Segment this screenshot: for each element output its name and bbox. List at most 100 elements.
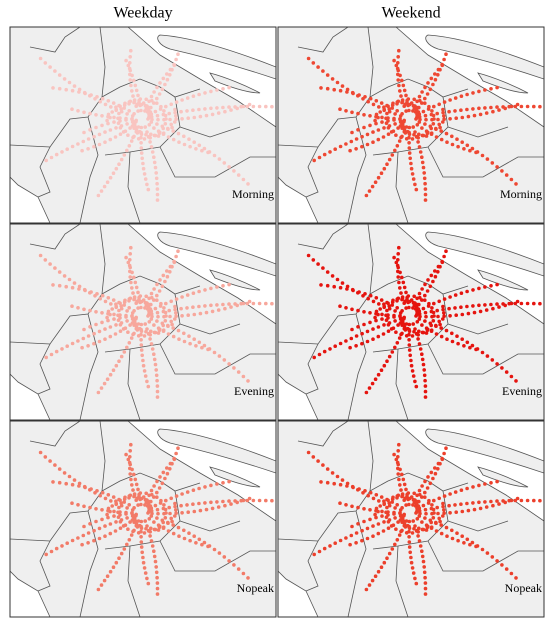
station-dot	[203, 91, 207, 95]
station-dot	[171, 326, 175, 330]
station-dot	[60, 150, 64, 154]
station-dot	[382, 502, 386, 507]
station-dot	[344, 339, 348, 343]
station-dot	[100, 320, 104, 325]
station-dot	[385, 359, 389, 363]
station-dot	[370, 578, 375, 583]
station-dot	[450, 134, 454, 139]
station-dot	[215, 303, 219, 307]
station-dot	[477, 286, 481, 291]
station-dot	[495, 499, 499, 503]
station-dot	[129, 280, 133, 285]
station-dot	[221, 302, 225, 307]
station-dot	[422, 373, 427, 378]
station-dot	[433, 471, 438, 476]
station-dot	[159, 301, 163, 306]
station-dot	[444, 525, 449, 530]
station-dot	[373, 377, 378, 381]
land	[278, 224, 544, 420]
station-dot	[374, 112, 379, 117]
station-dot	[423, 85, 427, 90]
station-dot	[415, 493, 419, 498]
station-dot	[128, 455, 132, 459]
station-dot	[456, 538, 460, 543]
station-dot	[459, 291, 464, 295]
station-dot	[202, 146, 207, 151]
station-dot	[114, 363, 119, 368]
station-dot	[382, 323, 386, 327]
station-dot	[365, 339, 370, 344]
station-dot	[356, 308, 360, 313]
district-border	[305, 540, 319, 592]
station-dot	[442, 511, 446, 515]
station-dot	[72, 478, 77, 482]
station-dot	[407, 329, 412, 333]
station-dot	[169, 496, 173, 501]
station-dot	[149, 514, 154, 518]
station-dot	[420, 90, 424, 94]
station-dot	[412, 294, 416, 299]
station-dot	[156, 511, 160, 516]
station-dot	[392, 315, 396, 319]
station-dot	[141, 363, 146, 368]
station-dot	[409, 363, 414, 368]
station-dot	[465, 304, 469, 309]
station-dot	[139, 151, 144, 155]
station-dot	[448, 492, 452, 496]
station-dot	[77, 90, 81, 94]
station-dot	[44, 552, 48, 557]
station-dot	[168, 467, 172, 471]
station-dot	[365, 536, 370, 541]
station-dot	[203, 501, 207, 505]
station-dot	[154, 176, 159, 181]
station-dot	[395, 538, 400, 542]
station-dot	[382, 520, 386, 524]
island	[477, 466, 529, 488]
station-dot	[112, 120, 116, 124]
station-dot	[333, 541, 337, 545]
station-dot	[420, 352, 424, 356]
district-border	[179, 126, 241, 138]
station-dot	[197, 501, 201, 506]
station-dot	[429, 525, 434, 529]
station-dot	[127, 503, 131, 507]
station-dot	[400, 275, 404, 280]
station-dot	[103, 140, 107, 144]
station-dot	[125, 506, 129, 510]
station-dot	[417, 94, 422, 99]
station-dot	[139, 322, 144, 327]
station-dot	[495, 559, 499, 563]
station-dot	[147, 493, 151, 498]
station-dot	[392, 255, 396, 260]
station-dot	[86, 541, 90, 545]
station-dot	[400, 506, 404, 510]
station-dot	[398, 286, 402, 290]
station-dot	[247, 102, 252, 107]
station-dot	[149, 329, 153, 334]
station-dot	[392, 118, 396, 122]
station-dot	[116, 116, 120, 121]
station-dot	[431, 82, 435, 87]
station-dot	[139, 338, 143, 342]
station-dot	[483, 482, 487, 486]
station-dot	[429, 126, 433, 131]
station-dot	[420, 126, 424, 130]
station-dot	[139, 502, 143, 507]
station-dot	[429, 520, 433, 525]
station-dot	[386, 301, 390, 306]
station-dot	[139, 535, 143, 539]
station-dot	[407, 305, 411, 310]
station-dot	[325, 270, 330, 274]
station-dot	[154, 565, 158, 569]
station-dot	[145, 576, 149, 581]
station-dot	[198, 114, 203, 119]
station-dot	[112, 509, 116, 514]
station-dot	[379, 368, 384, 372]
station-dot	[387, 107, 391, 111]
station-dot	[423, 319, 427, 323]
panel-frame	[277, 223, 545, 421]
station-dot	[215, 106, 219, 110]
station-dot	[147, 112, 151, 117]
station-dot	[468, 345, 472, 350]
station-dot	[340, 84, 345, 88]
